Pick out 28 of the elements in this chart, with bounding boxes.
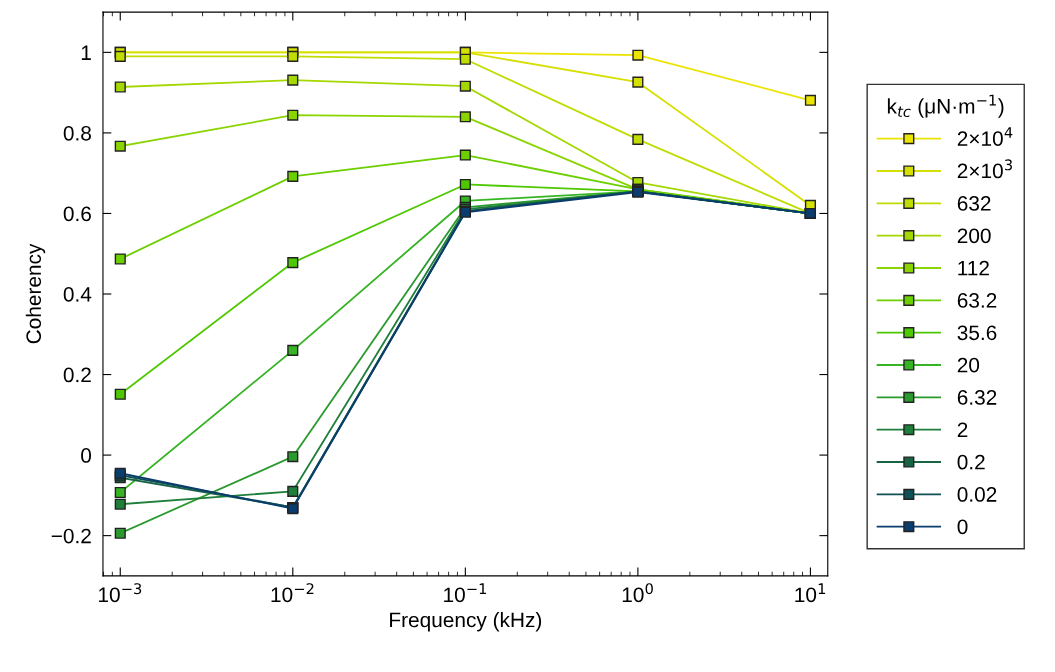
y-tick-label: 1 (81, 45, 91, 60)
legend-label: 200 (957, 228, 991, 244)
y-tick-label: 0 (81, 448, 92, 463)
y-tick-label: 0.2 (63, 367, 91, 383)
y-tick-label: −0.2 (51, 528, 91, 544)
y-tick-label: 0.4 (63, 287, 92, 302)
x-axis-title: Frequency (kHz) (390, 611, 542, 632)
legend-label: 20 (957, 357, 980, 373)
legend-label: 0.2 (957, 454, 985, 470)
y-tick-label: 0.6 (63, 206, 91, 222)
x-tick-label: 10$^{0}$ (622, 583, 653, 603)
legend-label: 0.02 (957, 487, 997, 502)
legend-label: 63.2 (957, 293, 997, 308)
y-tick-label: 0.8 (63, 125, 91, 141)
legend-label: 2×10$^{3}$ (957, 159, 1012, 179)
legend-label: 6.32 (957, 390, 997, 405)
y-axis-title: Coherency (25, 243, 46, 344)
legend-label: 112 (958, 260, 989, 276)
x-tick-label: 10$^{1}$ (795, 583, 826, 603)
legend-title: k$_{tc}$ (μN·m$^{−1}$) (887, 94, 1004, 118)
legend-label: 35.6 (957, 325, 997, 341)
x-tick-label: 10$^{−3}$ (99, 583, 142, 603)
legend-label: 0 (957, 519, 968, 535)
x-tick-label: 10$^{−2}$ (271, 583, 314, 603)
x-tick-label: 10$^{−1}$ (444, 583, 487, 603)
legend-label: 2×10$^{4}$ (957, 127, 1013, 146)
legend-label: 2 (957, 422, 968, 437)
legend-label: 632 (957, 196, 991, 211)
